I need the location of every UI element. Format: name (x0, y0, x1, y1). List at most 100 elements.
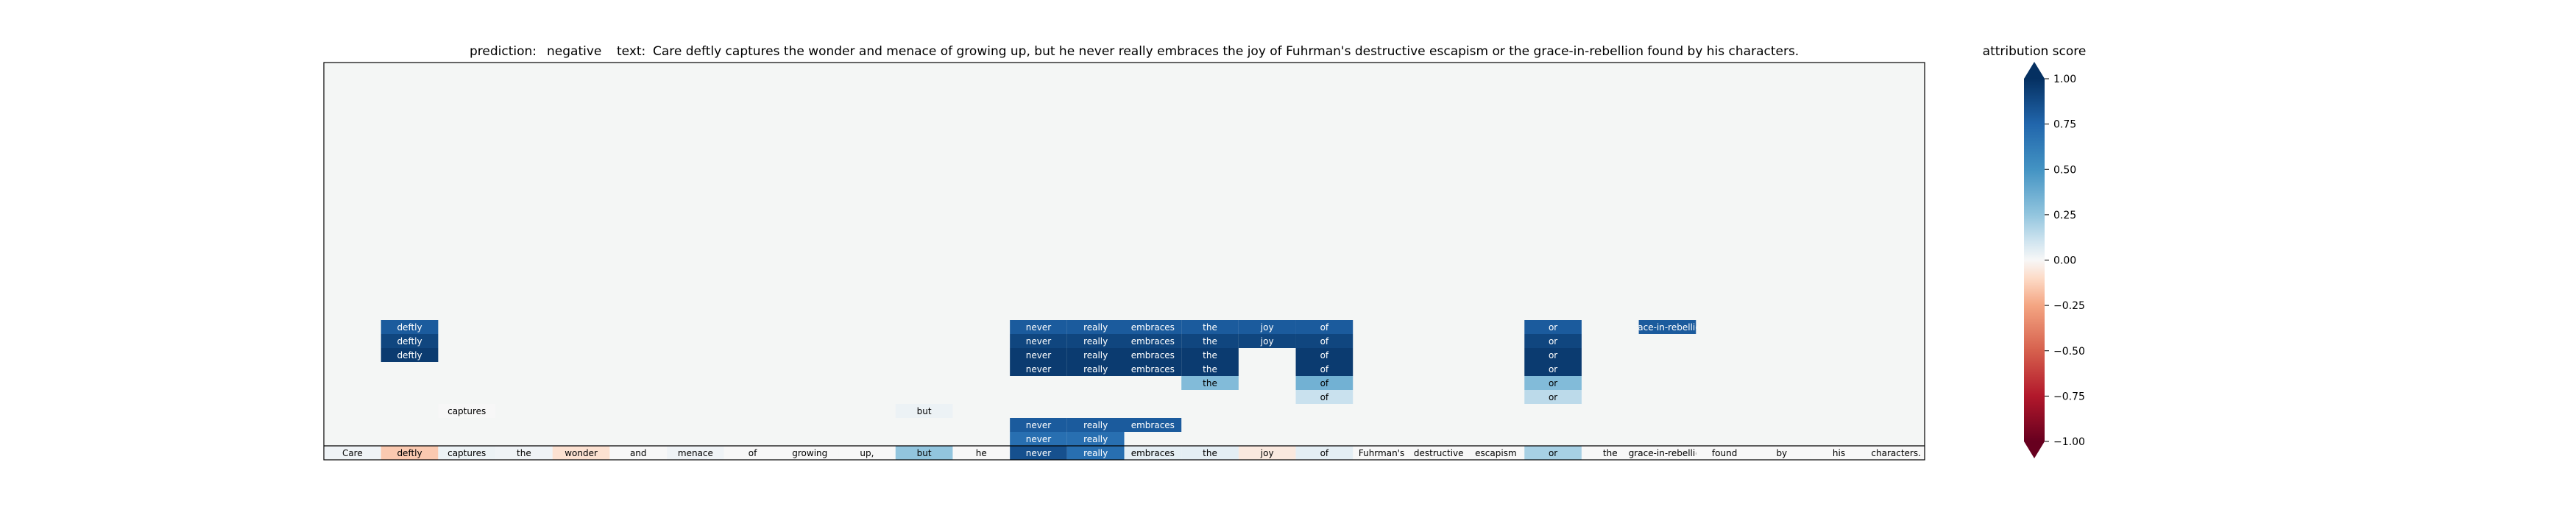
phrase-cell-label: captures (447, 406, 486, 416)
text-value: Care deftly captures the wonder and mena… (653, 44, 1799, 59)
phrase-cell-label: never (1026, 350, 1051, 360)
phrase-cell-label: really (1083, 434, 1108, 444)
base-cell (1810, 446, 1868, 460)
base-token-label: Care (342, 448, 363, 458)
phrase-cell-label: the (1203, 322, 1217, 333)
phrase-cell-label: the (1203, 336, 1217, 347)
phrase-cell (1066, 418, 1125, 432)
base-cell (781, 446, 839, 460)
phrase-cell (895, 404, 953, 418)
phrase-cell-label: the (1203, 350, 1217, 360)
phrase-cell (1066, 432, 1125, 446)
base-cell (1295, 446, 1354, 460)
colorbar-label: attribution score (1983, 44, 2087, 59)
base-cell (1124, 446, 1182, 460)
phrase-cell-label: the (1203, 378, 1217, 388)
phrase-cells: never really never really embraces captures bu… (381, 320, 1696, 446)
phrase-cell-label: or (1549, 364, 1557, 374)
colorbar-extend-bottom (2024, 441, 2045, 458)
base-token-label: wonder (565, 448, 598, 458)
colorbar-ticks: 1.00 0.75 0.50 0.25 0.00 −0.25 −0.50 −0.75 −1.00 (2045, 74, 2085, 448)
phrase-cell (1066, 348, 1125, 362)
base-cell (952, 446, 1011, 460)
base-token-label: he (976, 448, 987, 458)
base-token-label: grace-in-rebellion (1629, 448, 1707, 458)
base-cell (552, 446, 610, 460)
base-cell (1238, 446, 1296, 460)
phrase-cell-label: never (1026, 322, 1051, 333)
phrase-cell-label: never (1026, 364, 1051, 374)
phrase-cell-label: of (1320, 336, 1329, 347)
colorbar-tick-label: −0.25 (2053, 300, 2085, 312)
phrase-cell (1524, 362, 1582, 376)
phrase-cell (1066, 362, 1125, 376)
base-token-label: embraces (1131, 448, 1175, 458)
phrase-cell (1295, 348, 1354, 362)
phrase-cell (1524, 334, 1582, 348)
base-cell (1066, 446, 1125, 460)
phrase-cell (1181, 376, 1239, 390)
colorbar-tick-label: 0.25 (2053, 210, 2076, 221)
phrase-cell (1124, 348, 1182, 362)
phrase-cell-label: or (1549, 350, 1557, 360)
base-token-label: characters. (1871, 448, 1921, 458)
chart-title: prediction: negative text: Care deftly c… (470, 44, 1799, 59)
phrase-cell (1181, 348, 1239, 362)
base-cell (609, 446, 668, 460)
base-token-label: really (1083, 448, 1108, 458)
base-cell (1467, 446, 1525, 460)
phrase-cell (1010, 418, 1067, 432)
phrase-cell (1010, 334, 1067, 348)
phrase-cell-label: of (1320, 378, 1329, 388)
base-token-label: deftly (397, 448, 422, 458)
phrase-cell (1295, 320, 1354, 334)
base-token-label: the (517, 448, 531, 458)
base-cell (1581, 446, 1639, 460)
base-token-label: destructive (1414, 448, 1464, 458)
phrase-cell-label: embraces (1131, 364, 1175, 374)
phrase-cell (1524, 320, 1582, 334)
phrase-cell-label: the (1203, 364, 1217, 374)
phrase-cell (1295, 362, 1354, 376)
phrase-cell-label: or (1549, 392, 1557, 402)
phrase-cell (1066, 320, 1125, 334)
base-token-label: Fuhrman's (1359, 448, 1404, 458)
phrase-cell (381, 320, 439, 334)
phrase-cell (1010, 432, 1067, 446)
phrase-cell-label: really (1083, 336, 1108, 347)
phrase-cell-label: of (1320, 364, 1329, 374)
plot-frame (323, 62, 1925, 461)
phrase-cell-label: embraces (1131, 322, 1175, 333)
phrase-cell (1295, 334, 1354, 348)
colorbar-tick-label: 0.75 (2053, 119, 2076, 131)
base-cell (1181, 446, 1239, 460)
base-token-label: the (1603, 448, 1618, 458)
phrase-cell (1295, 390, 1354, 404)
base-token-label: growing (792, 448, 827, 458)
base-cell (1752, 446, 1811, 460)
colorbar-gradient (2024, 79, 2045, 441)
base-cell (1696, 446, 1753, 460)
phrase-cell-label: deftly (397, 336, 422, 347)
phrase-cell-label: of (1320, 392, 1329, 402)
base-cell (1524, 446, 1582, 460)
base-token-label: the (1203, 448, 1217, 458)
phrase-cell-label: deftly (397, 322, 422, 333)
base-cell (381, 446, 439, 460)
phrase-cell-label: really (1083, 350, 1108, 360)
base-cell (324, 446, 381, 460)
base-token-label: up, (860, 448, 874, 458)
base-token-label: captures (447, 448, 486, 458)
colorbar-tick-label: 0.00 (2053, 255, 2076, 267)
base-token-label: and (630, 448, 647, 458)
phrase-cell (1124, 334, 1182, 348)
phrase-cell-label: of (1320, 350, 1329, 360)
phrase-cell-label: never (1026, 336, 1051, 347)
phrase-cell (1181, 320, 1239, 334)
phrase-cell (1124, 320, 1182, 334)
prediction-value: negative (547, 44, 601, 59)
phrase-cell (1295, 376, 1354, 390)
base-cell (723, 446, 782, 460)
phrase-cell (381, 334, 439, 348)
